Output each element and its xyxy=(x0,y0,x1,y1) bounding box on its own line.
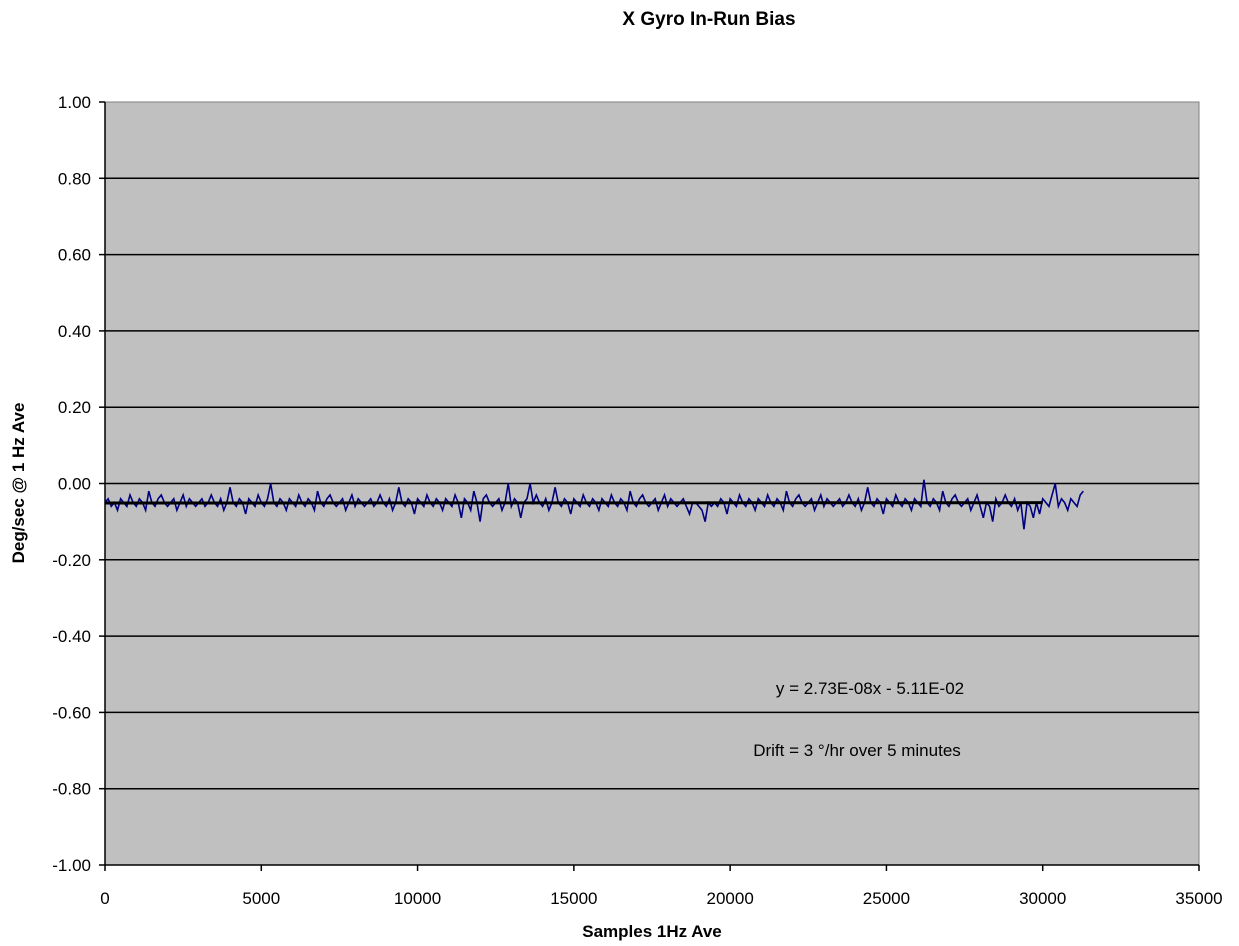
y-tick-label: -0.40 xyxy=(52,627,91,646)
y-tick-label: 0.20 xyxy=(58,398,91,417)
y-tick-label: -0.20 xyxy=(52,551,91,570)
y-tick-label: -0.60 xyxy=(52,703,91,722)
y-axis-ticks: 1.00 0.80 0.60 0.40 0.20 0.00 -0.20 -0.40 -0.60 -… xyxy=(52,93,105,875)
x-axis-ticks: 0 5000 10000 15000 20000 25000 30000 35000 xyxy=(100,865,1223,908)
x-tick-label: 25000 xyxy=(863,889,910,908)
y-tick-label: 0.40 xyxy=(58,322,91,341)
x-tick-label: 35000 xyxy=(1175,889,1222,908)
x-tick-label: 20000 xyxy=(707,889,754,908)
y-tick-label: -0.80 xyxy=(52,780,91,799)
series-line-x-gyro-bias xyxy=(104,479,1084,530)
y-tick-label: 0.60 xyxy=(58,246,91,265)
drift-annotation: Drift = 3 °/hr over 5 minutes xyxy=(753,741,961,760)
y-tick-label: 0.80 xyxy=(58,169,91,188)
chart-title: X Gyro In-Run Bias xyxy=(622,9,795,30)
x-tick-label: 15000 xyxy=(550,889,597,908)
y-tick-label: 1.00 xyxy=(58,93,91,112)
trendline-equation: y = 2.73E-08x - 5.11E-02 xyxy=(776,679,964,698)
x-tick-label: 0 xyxy=(100,889,109,908)
y-tick-label: 0.00 xyxy=(58,475,91,494)
y-tick-label: -1.00 xyxy=(52,856,91,875)
x-tick-label: 5000 xyxy=(242,889,280,908)
x-tick-label: 10000 xyxy=(394,889,441,908)
x-axis-title: Samples 1Hz Ave xyxy=(582,922,722,941)
y-axis-title: Deg/sec @ 1 Hz Ave xyxy=(9,403,28,564)
gridlines xyxy=(105,177,1199,790)
x-tick-label: 30000 xyxy=(1019,889,1066,908)
